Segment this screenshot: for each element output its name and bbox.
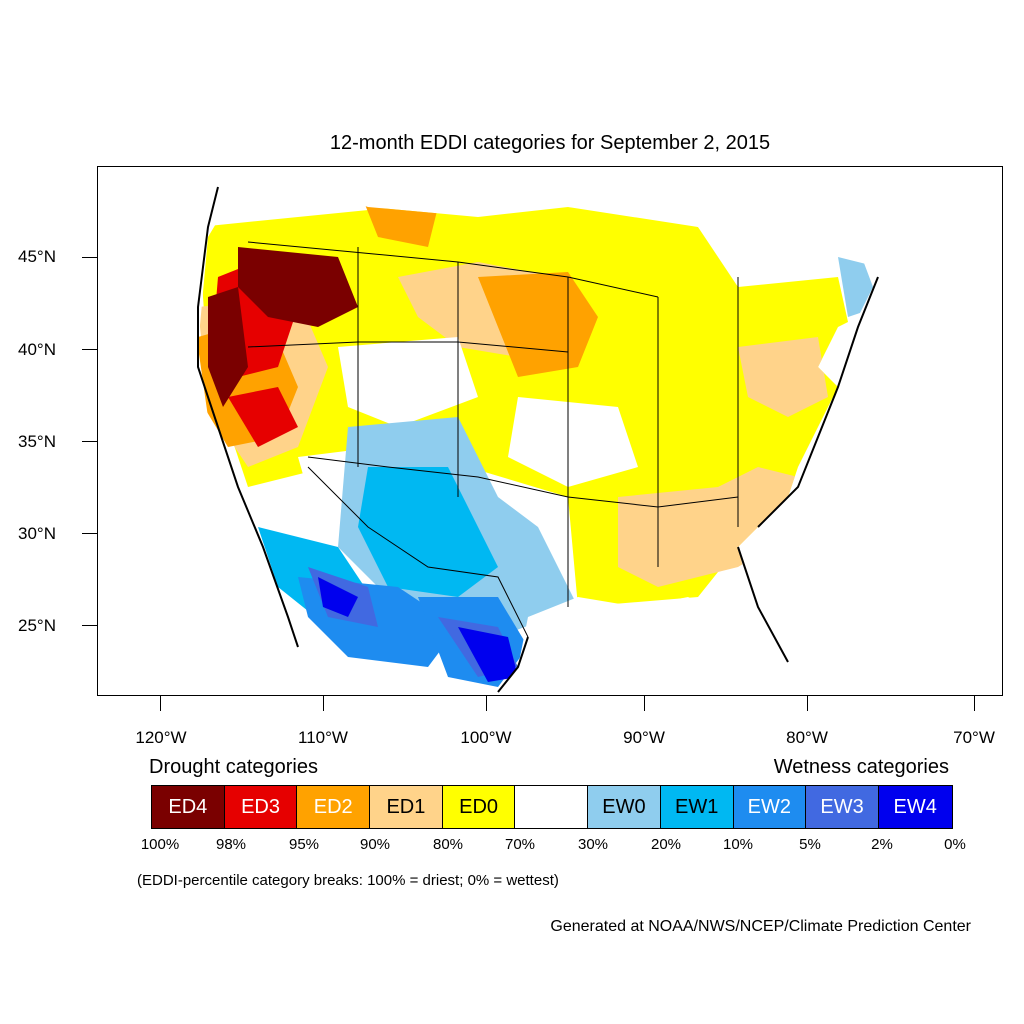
- lat-tick: [82, 257, 97, 258]
- legend-cell-ew0: EW0: [588, 786, 661, 828]
- lat-tick: [82, 625, 97, 626]
- lat-label-30n: 30°N: [18, 524, 56, 543]
- lon-tick: [807, 696, 808, 711]
- map-title: 12-month EDDI categories for September 2…: [329, 132, 771, 154]
- lon-label-110w: 110°W: [298, 728, 348, 747]
- legend-cell-ed3: ED3: [224, 786, 298, 828]
- lon-label-80w: 80°W: [786, 728, 828, 747]
- lon-tick: [974, 696, 975, 711]
- break-label: 100%: [140, 836, 180, 853]
- wetness-categories-heading: Wetness categories: [773, 756, 949, 778]
- legend-cell-ew2: EW2: [733, 786, 807, 828]
- coastline: [197, 186, 879, 693]
- lon-tick: [644, 696, 645, 711]
- lat-label-40n: 40°N: [18, 340, 56, 359]
- break-label: 80%: [432, 836, 464, 853]
- lat-label-35n: 35°N: [18, 432, 56, 451]
- legend-cell-ew4: EW4: [878, 786, 952, 828]
- break-label: 0%: [944, 836, 966, 853]
- boundary-lines: [247, 241, 739, 638]
- lon-tick: [323, 696, 324, 711]
- legend-colorbar: ED4 ED3 ED2 ED1 ED0 EW0 EW1 EW2 EW3 EW4: [151, 785, 953, 829]
- lat-tick: [82, 533, 97, 534]
- lon-label-90w: 90°W: [623, 728, 665, 747]
- map-panel: [97, 166, 1003, 696]
- lat-label-45n: 45°N: [18, 247, 56, 266]
- category-breaks-note: (EDDI-percentile category breaks: 100% =…: [137, 872, 559, 889]
- legend-cell-ew3: EW3: [806, 786, 879, 828]
- lon-label-70w: 70°W: [953, 728, 995, 747]
- lon-tick: [486, 696, 487, 711]
- break-label: 5%: [799, 836, 821, 853]
- break-label: 95%: [288, 836, 320, 853]
- break-label: 90%: [359, 836, 391, 853]
- break-label: 98%: [215, 836, 247, 853]
- break-label: 10%: [722, 836, 754, 853]
- legend-cell-ed4: ED4: [152, 786, 225, 828]
- legend-cell-ed2: ED2: [297, 786, 371, 828]
- eddi-map: [197, 177, 879, 693]
- lat-tick: [82, 349, 97, 350]
- lon-label-120w: 120°W: [135, 728, 187, 747]
- lon-label-100w: 100°W: [460, 728, 512, 747]
- lat-tick: [82, 441, 97, 442]
- lat-label-25n: 25°N: [18, 616, 56, 635]
- drought-categories-heading: Drought categories: [149, 756, 318, 778]
- legend-cell-ed0: ED0: [442, 786, 516, 828]
- break-label: 30%: [577, 836, 609, 853]
- legend-cell-neutral: [515, 786, 589, 828]
- break-label: 2%: [871, 836, 893, 853]
- break-label: 20%: [650, 836, 682, 853]
- legend-cell-ew1: EW1: [660, 786, 734, 828]
- credit-line: Generated at NOAA/NWS/NCEP/Climate Predi…: [550, 918, 971, 935]
- break-label: 70%: [504, 836, 536, 853]
- legend-cell-ed1: ED1: [370, 786, 443, 828]
- lon-tick: [160, 696, 161, 711]
